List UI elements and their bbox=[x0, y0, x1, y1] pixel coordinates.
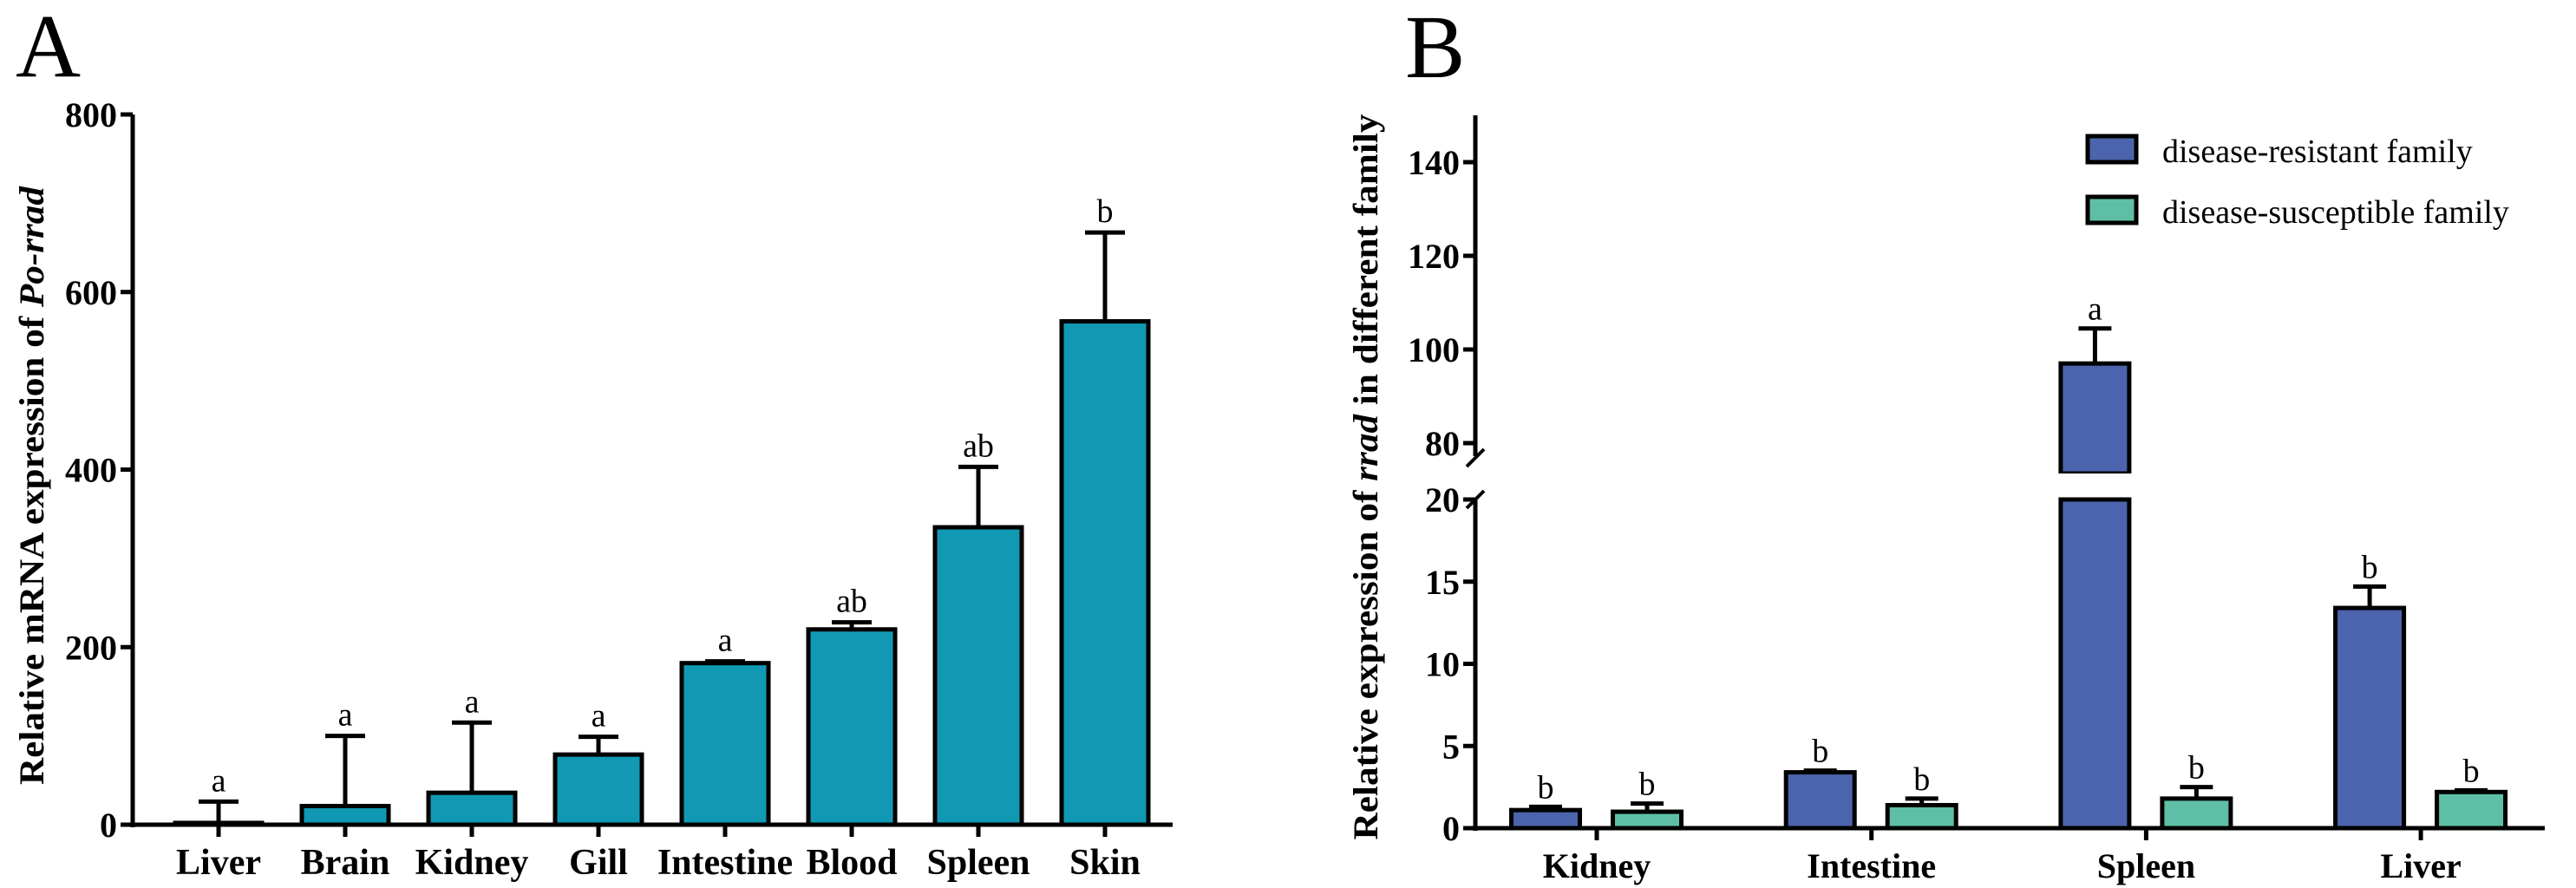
significance-label: b bbox=[1913, 761, 1930, 798]
x-tick-label: Kidney bbox=[415, 843, 529, 883]
y-tick-label: 0 bbox=[1442, 809, 1460, 848]
x-tick-label: Skin bbox=[1069, 843, 1141, 883]
x-tick-label: Brain bbox=[301, 843, 390, 883]
legend-label: disease-susceptible family bbox=[2162, 194, 2509, 231]
y-label-text: Relative expression of bbox=[1346, 481, 1385, 840]
significance-label: a bbox=[465, 683, 480, 720]
x-tick-label: Liver bbox=[2380, 846, 2461, 885]
y-tick-label: 200 bbox=[65, 628, 117, 667]
significance-label: a bbox=[338, 697, 353, 734]
y-tick-label: 80 bbox=[1425, 424, 1460, 463]
x-tick-label: Gill bbox=[569, 843, 628, 883]
bar-spleen bbox=[932, 525, 1024, 827]
y-tick-label: 140 bbox=[1408, 143, 1460, 182]
panel-b-y-axis-label: Relative expression of rrad in different… bbox=[1346, 114, 1385, 840]
bar-kidney bbox=[426, 790, 518, 827]
y-tick-label: 15 bbox=[1425, 563, 1460, 602]
y-tick-label: 800 bbox=[65, 95, 117, 134]
legend-label: disease-resistant family bbox=[2162, 134, 2473, 170]
x-tick-label: Blood bbox=[806, 843, 897, 883]
y-tick-label: 600 bbox=[65, 273, 117, 312]
x-tick-label: Spleen bbox=[2097, 846, 2195, 885]
x-tick-label: Intestine bbox=[1807, 846, 1936, 885]
x-tick-label: Intestine bbox=[657, 843, 793, 883]
bar-liver-resistant bbox=[2333, 605, 2407, 831]
bar-spleen-susceptible bbox=[2160, 796, 2233, 831]
y-tick-label: 100 bbox=[1408, 330, 1460, 369]
significance-label: a bbox=[2088, 291, 2102, 328]
y-tick-label: 120 bbox=[1408, 237, 1460, 276]
bar-brain bbox=[299, 804, 391, 827]
break-gap bbox=[2056, 473, 2133, 497]
significance-label: b bbox=[1538, 769, 1554, 806]
bar-liver-susceptible bbox=[2435, 789, 2508, 831]
axis-break-mark bbox=[1465, 447, 1486, 468]
bar-kidney-resistant bbox=[1509, 807, 1582, 831]
panel-a: A Relative mRNA expression of Po-rrad 0 2… bbox=[12, 0, 1173, 883]
legend-swatch bbox=[2085, 134, 2139, 165]
panel-b-label: B bbox=[1405, 0, 1465, 97]
bar-intestine-susceptible bbox=[1885, 802, 1958, 831]
x-tick-label: Liver bbox=[176, 843, 261, 883]
y-tick-label: 0 bbox=[100, 806, 117, 845]
bar-kidney-susceptible bbox=[1611, 809, 1684, 831]
bar-liver bbox=[173, 820, 265, 827]
significance-label: a bbox=[718, 623, 733, 659]
bar-skin bbox=[1059, 319, 1151, 827]
y-tick-label: 5 bbox=[1442, 727, 1460, 766]
significance-label: a bbox=[212, 762, 226, 799]
y-tick-label: 10 bbox=[1425, 645, 1460, 684]
y-label-text: Relative mRNA expression of bbox=[12, 307, 51, 785]
y-label-gene: rrad bbox=[1346, 414, 1385, 481]
significance-label: ab bbox=[836, 584, 867, 620]
x-tick-label: Kidney bbox=[1543, 846, 1651, 885]
bar-gill bbox=[552, 752, 644, 827]
significance-label: b bbox=[1097, 193, 1114, 230]
significance-label: b bbox=[2188, 750, 2205, 787]
y-label-suffix: in different family bbox=[1346, 114, 1385, 415]
significance-label: b bbox=[1639, 767, 1656, 803]
significance-label: b bbox=[2362, 549, 2378, 585]
bar-spleen-resistant-upper bbox=[2058, 361, 2132, 476]
bar-spleen-resistant-lower bbox=[2058, 497, 2132, 831]
legend-swatch bbox=[2085, 194, 2139, 225]
significance-label: ab bbox=[963, 428, 994, 464]
bar-intestine-resistant bbox=[1783, 770, 1857, 831]
panel-b: B Relative expression of rrad in differe… bbox=[1346, 0, 2545, 885]
panel-a-label: A bbox=[16, 0, 81, 96]
panel-a-y-axis-label: Relative mRNA expression of Po-rrad bbox=[12, 186, 51, 785]
y-tick-label: 20 bbox=[1425, 480, 1460, 519]
significance-label: a bbox=[592, 698, 606, 735]
significance-label: b bbox=[1812, 734, 1828, 770]
x-tick-label: Spleen bbox=[926, 843, 1030, 883]
bar-blood bbox=[806, 627, 898, 827]
y-label-gene: Po-rrad bbox=[12, 186, 51, 308]
bar-intestine bbox=[679, 661, 771, 827]
significance-label: b bbox=[2463, 753, 2480, 789]
y-tick-label: 400 bbox=[65, 451, 117, 490]
